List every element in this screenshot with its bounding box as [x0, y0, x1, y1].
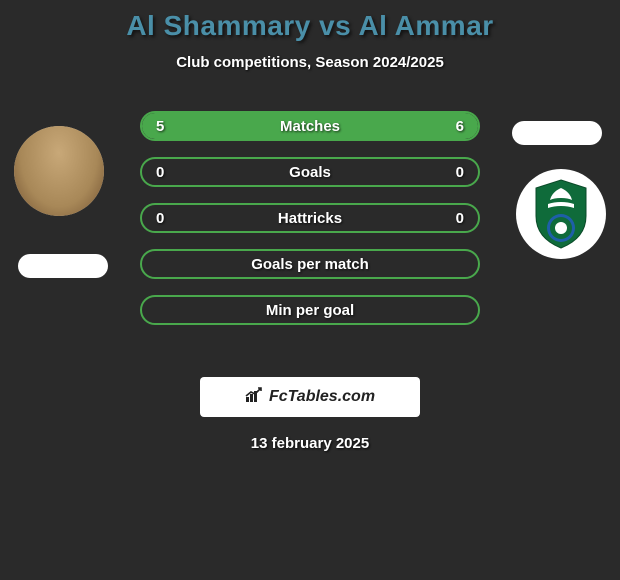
source-logo-text: FcTables.com	[269, 388, 375, 406]
stat-value-right: 6	[456, 118, 464, 135]
comparison-panel: 5 Matches 6 0 Goals 0 0 Hattricks 0	[0, 111, 620, 361]
player-left-club-badge	[18, 254, 108, 278]
stat-label: Hattricks	[142, 210, 478, 227]
page-title: Al Shammary vs Al Ammar	[0, 0, 620, 42]
subtitle: Club competitions, Season 2024/2025	[0, 54, 620, 71]
player-face-placeholder	[14, 126, 104, 216]
player-left-avatar	[14, 126, 104, 216]
stat-row-goals-per-match: Goals per match	[140, 249, 480, 279]
stat-row-hattricks: 0 Hattricks 0	[140, 203, 480, 233]
stat-label: Min per goal	[142, 302, 478, 319]
stat-row-min-per-goal: Min per goal	[140, 295, 480, 325]
stat-label: Goals	[142, 164, 478, 181]
player-right-club-badge	[512, 121, 602, 145]
team-crest-icon	[530, 178, 592, 250]
stat-row-matches: 5 Matches 6	[140, 111, 480, 141]
date-text: 13 february 2025	[0, 435, 620, 452]
stat-rows: 5 Matches 6 0 Goals 0 0 Hattricks 0	[140, 111, 480, 341]
player-right-avatar	[516, 169, 606, 259]
source-logo: FcTables.com	[200, 377, 420, 417]
stat-label: Matches	[142, 118, 478, 135]
stat-value-right: 0	[456, 164, 464, 181]
stat-row-goals: 0 Goals 0	[140, 157, 480, 187]
stat-value-right: 0	[456, 210, 464, 227]
chart-icon	[245, 387, 265, 408]
stat-label: Goals per match	[142, 256, 478, 273]
infographic-container: Al Shammary vs Al Ammar Club competition…	[0, 0, 620, 452]
